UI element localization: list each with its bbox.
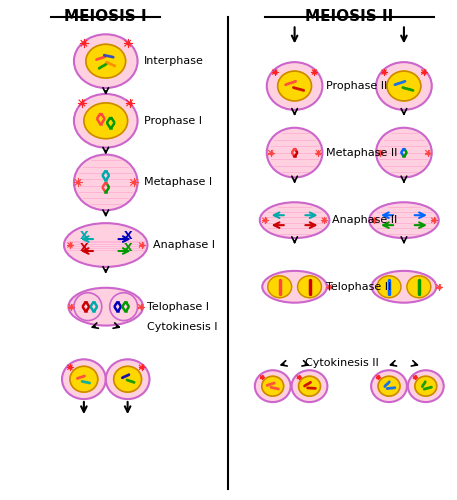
Ellipse shape <box>106 360 149 399</box>
Text: Cytokinesis II: Cytokinesis II <box>304 358 378 368</box>
Ellipse shape <box>298 276 321 297</box>
Ellipse shape <box>268 276 292 297</box>
Text: Telophase II: Telophase II <box>326 282 392 292</box>
Ellipse shape <box>378 376 400 396</box>
Ellipse shape <box>267 128 323 178</box>
Ellipse shape <box>262 376 284 396</box>
Ellipse shape <box>74 292 102 320</box>
Text: Anaphase I: Anaphase I <box>154 240 215 250</box>
Ellipse shape <box>372 271 436 302</box>
Ellipse shape <box>64 223 148 267</box>
Text: X: X <box>80 243 88 253</box>
Ellipse shape <box>260 202 329 238</box>
Ellipse shape <box>371 370 407 402</box>
Ellipse shape <box>70 366 98 392</box>
Text: Telophase I: Telophase I <box>148 302 209 312</box>
Ellipse shape <box>114 366 142 392</box>
Ellipse shape <box>376 128 432 178</box>
Ellipse shape <box>292 370 327 402</box>
Ellipse shape <box>408 370 444 402</box>
Text: Interphase: Interphase <box>143 56 203 66</box>
Ellipse shape <box>377 276 401 297</box>
Ellipse shape <box>69 288 143 326</box>
Text: Cytokinesis I: Cytokinesis I <box>148 322 218 332</box>
Text: Anaphase II: Anaphase II <box>332 215 398 225</box>
Text: MEIOSIS II: MEIOSIS II <box>305 10 393 24</box>
Ellipse shape <box>387 71 421 101</box>
Ellipse shape <box>407 276 431 297</box>
Ellipse shape <box>262 271 327 302</box>
Ellipse shape <box>86 44 126 78</box>
Ellipse shape <box>415 376 437 396</box>
Text: Prophase I: Prophase I <box>143 116 202 126</box>
Text: X: X <box>80 231 88 241</box>
Text: MEIOSIS I: MEIOSIS I <box>64 10 147 24</box>
Text: Metaphase II: Metaphase II <box>326 148 398 158</box>
Ellipse shape <box>255 370 291 402</box>
Ellipse shape <box>376 62 432 110</box>
Ellipse shape <box>74 34 138 88</box>
Ellipse shape <box>110 292 138 320</box>
Ellipse shape <box>278 71 312 101</box>
Text: X: X <box>123 243 132 253</box>
Ellipse shape <box>74 154 138 210</box>
Text: Metaphase I: Metaphase I <box>143 178 212 188</box>
Text: X: X <box>123 231 132 241</box>
Ellipse shape <box>84 103 128 138</box>
Ellipse shape <box>298 376 320 396</box>
Ellipse shape <box>62 360 106 399</box>
Ellipse shape <box>74 94 138 148</box>
Text: Prophase II: Prophase II <box>326 81 388 91</box>
Ellipse shape <box>369 202 439 238</box>
Ellipse shape <box>267 62 323 110</box>
